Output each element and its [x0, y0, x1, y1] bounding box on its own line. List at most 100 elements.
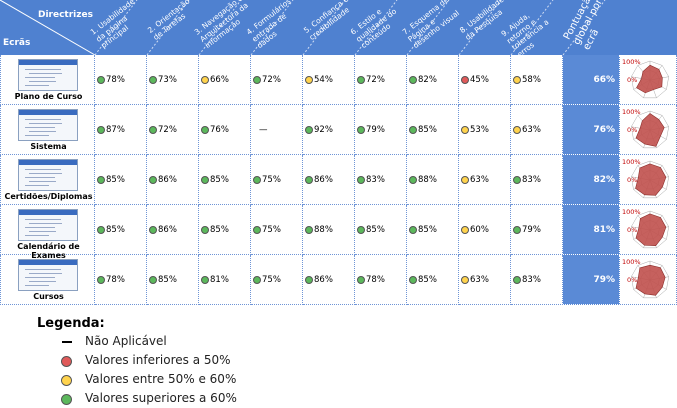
- cell-value: 78%: [106, 75, 125, 85]
- thumb-line: [25, 69, 61, 70]
- radar-min-label: 0%: [627, 176, 638, 184]
- status-dot: [461, 126, 469, 134]
- radar-min-label: 0%: [627, 276, 638, 284]
- status-dot: [149, 76, 157, 84]
- status-dot: [357, 176, 365, 184]
- radar-area: [635, 163, 667, 196]
- header-separator: [198, 0, 242, 55]
- radar-max-label: 100%: [622, 208, 641, 216]
- score-cell: 76%: [199, 105, 251, 155]
- score-cell: 88%: [407, 155, 459, 205]
- cell-value: 85%: [366, 225, 385, 235]
- status-dot: [305, 76, 313, 84]
- cell-value: 79%: [522, 225, 541, 235]
- cell-value: 73%: [158, 75, 177, 85]
- cell-value: 76%: [210, 125, 229, 135]
- header-separator: [406, 0, 450, 55]
- score-cell: 58%: [511, 55, 563, 105]
- header-separator: [250, 0, 294, 55]
- thumb-line: [25, 285, 49, 286]
- score-cell: 85%: [147, 255, 199, 305]
- score-cell: 78%: [95, 55, 147, 105]
- radar-max-label: 100%: [622, 58, 641, 66]
- radar-area: [636, 64, 663, 94]
- status-dot: [253, 226, 261, 234]
- status-dot: [461, 76, 469, 84]
- radar-max-label: 100%: [622, 258, 641, 266]
- legend-dot: [61, 375, 72, 386]
- status-dot: [201, 126, 209, 134]
- thumb-line: [25, 119, 61, 120]
- legend-title: Legenda:: [37, 316, 105, 331]
- header-separator: [302, 0, 346, 55]
- screen-name: Plano de Curso: [14, 92, 83, 101]
- score-cell: 45%: [459, 55, 511, 105]
- score-cell: 72%: [251, 55, 303, 105]
- thumb-line: [25, 185, 49, 186]
- score-cell: 83%: [511, 155, 563, 205]
- radar-max-label: 100%: [622, 108, 641, 116]
- screen-cell: Certidões/Diplomas: [0, 155, 95, 205]
- global-score-cell: 66%: [563, 55, 620, 105]
- cell-value: 83%: [366, 175, 385, 185]
- score-cell: 86%: [147, 205, 199, 255]
- score-cell: 72%: [355, 55, 407, 105]
- score-cell: 73%: [147, 55, 199, 105]
- score-cell: 75%: [251, 155, 303, 205]
- thumb-banner: [19, 160, 77, 165]
- cell-value: 78%: [106, 275, 125, 285]
- thumb-banner: [19, 210, 77, 215]
- status-dot: [513, 126, 521, 134]
- header-separator: [510, 0, 554, 55]
- screen-cell: Calendário de Exames: [0, 205, 95, 260]
- score-cell: 92%: [303, 105, 355, 155]
- thumb-banner: [19, 260, 77, 265]
- radar-chart: [631, 60, 669, 99]
- score-cell: 85%: [95, 155, 147, 205]
- thumb-line: [25, 219, 61, 220]
- status-dot: [461, 276, 469, 284]
- global-score: 76%: [593, 125, 615, 135]
- thumb-line: [29, 173, 62, 174]
- cell-value: 85%: [158, 275, 177, 285]
- screen-thumbnail: [18, 259, 78, 291]
- cell-value: 72%: [158, 125, 177, 135]
- score-cell: 85%: [199, 155, 251, 205]
- score-cell: 81%: [199, 255, 251, 305]
- radar-cell: 100% 0%: [620, 205, 677, 255]
- thumb-line: [29, 231, 56, 232]
- cell-value: 54%: [314, 75, 333, 85]
- global-score: 81%: [593, 225, 615, 235]
- score-cell: 87%: [95, 105, 147, 155]
- score-cell: 85%: [407, 255, 459, 305]
- status-dot: [149, 126, 157, 134]
- radar-chart: [631, 160, 669, 199]
- cell-value: 85%: [210, 225, 229, 235]
- score-cell: 60%: [459, 205, 511, 255]
- cell-value: 58%: [522, 75, 541, 85]
- radar-max-label: 100%: [622, 158, 641, 166]
- status-dot: [253, 276, 261, 284]
- cell-value: 81%: [210, 275, 229, 285]
- cell-value: 83%: [522, 175, 541, 185]
- cell-value: 85%: [106, 225, 125, 235]
- score-cell: 75%: [251, 205, 303, 255]
- score-cell: 85%: [355, 205, 407, 255]
- cell-value: 86%: [158, 225, 177, 235]
- score-cell: 85%: [95, 205, 147, 255]
- score-cell: 79%: [355, 105, 407, 155]
- radar-cell: 100% 0%: [620, 55, 677, 105]
- thumb-line: [29, 223, 62, 224]
- legend-label: Não Aplicável: [85, 334, 167, 348]
- status-dot: [253, 176, 261, 184]
- radar-min-label: 0%: [627, 76, 638, 84]
- screen-thumbnail: [18, 209, 78, 241]
- corner-diagonal: [0, 0, 96, 55]
- status-dot: [97, 176, 105, 184]
- cell-value: 75%: [262, 275, 281, 285]
- score-cell: 78%: [355, 255, 407, 305]
- header-separator: [354, 0, 398, 55]
- score-column: [563, 55, 620, 305]
- status-dot: [461, 226, 469, 234]
- status-dot: [97, 76, 105, 84]
